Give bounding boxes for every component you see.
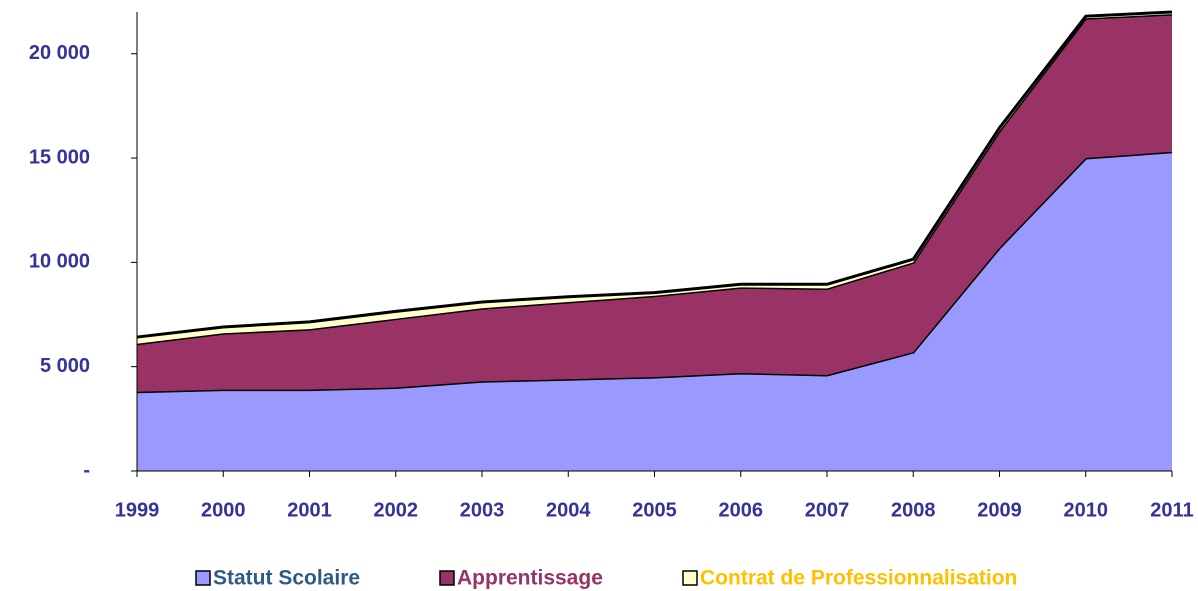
x-tick-label: 2007 xyxy=(805,499,850,521)
legend-label: Contrat de Professionnalisation xyxy=(700,567,1017,590)
y-tick-label: 15 000 xyxy=(29,146,90,168)
x-tick-label: 2001 xyxy=(287,499,332,521)
x-tick-label: 2005 xyxy=(632,499,677,521)
area xyxy=(137,12,1172,344)
legend-label: Statut Scolaire xyxy=(213,567,360,590)
x-tick-label: 2002 xyxy=(374,499,419,521)
x-tick-label: 1999 xyxy=(115,499,160,521)
x-tick-label: 2010 xyxy=(1064,499,1109,521)
area xyxy=(137,14,1172,392)
legend-swatch xyxy=(682,570,698,586)
y-tick-label: 10 000 xyxy=(29,251,90,273)
legend-label: Apprentissage xyxy=(457,567,603,590)
x-tick-label: 2003 xyxy=(460,499,505,521)
y-tick-label: - xyxy=(83,459,90,481)
area-line xyxy=(136,10,1173,339)
y-tick-label: 20 000 xyxy=(29,42,90,64)
legend-swatch xyxy=(195,570,211,586)
legend-swatch xyxy=(439,570,455,586)
x-tick-label: 2008 xyxy=(891,499,936,521)
x-tick-label: 2000 xyxy=(201,499,246,521)
y-tick-label: 5 000 xyxy=(40,355,90,377)
x-tick-label: 2009 xyxy=(977,499,1022,521)
x-tick-label: 2006 xyxy=(719,499,764,521)
x-tick-label: 2004 xyxy=(546,499,591,521)
x-tick-label: 2011 xyxy=(1150,499,1193,521)
area xyxy=(137,151,1172,471)
